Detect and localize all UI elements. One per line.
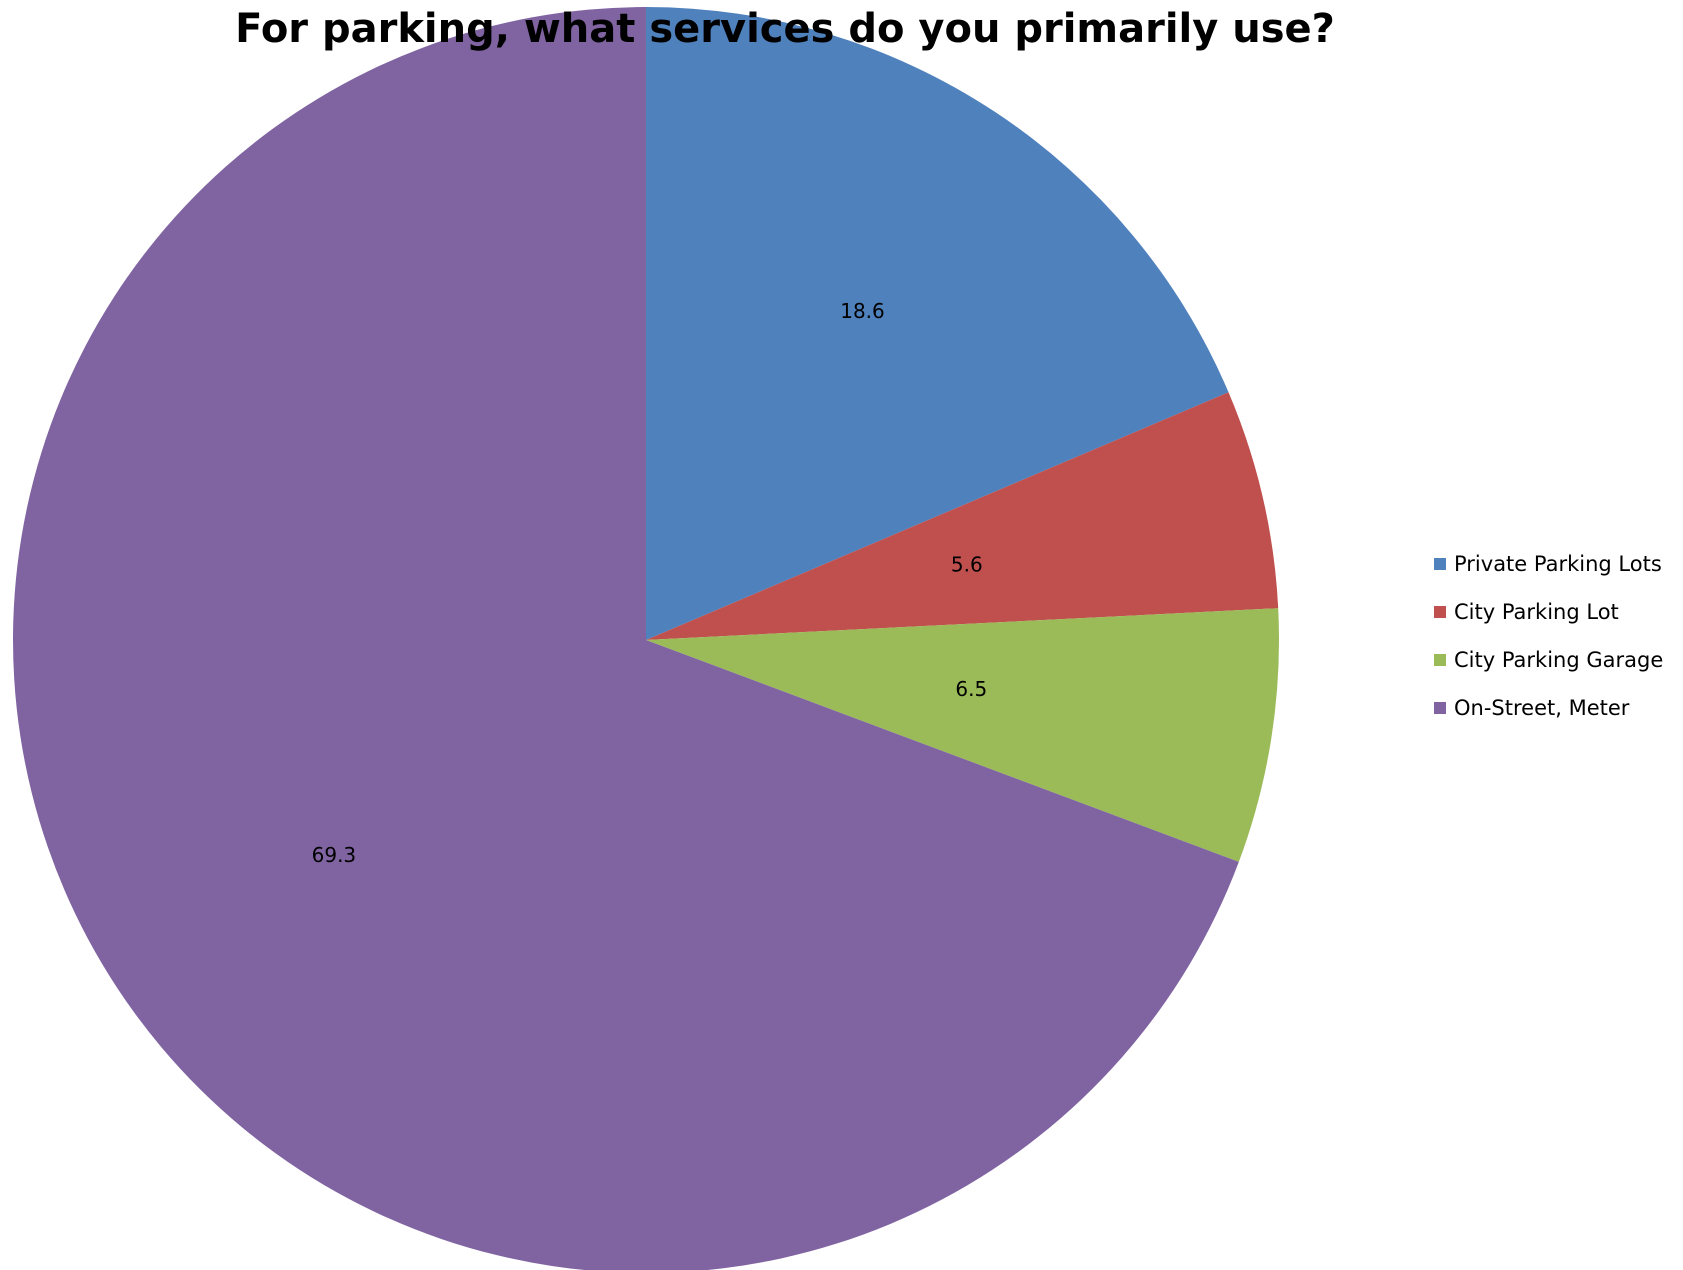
- legend-swatch: [1434, 558, 1446, 570]
- pie-slice-private-parking-lots: [646, 7, 1229, 640]
- legend-item-on-street-meter: On-Street, Meter: [1434, 696, 1663, 720]
- legend-swatch: [1434, 702, 1446, 714]
- data-label-on-street-meter: 69.3: [312, 843, 357, 867]
- chart-title: For parking, what services do you primar…: [235, 6, 1335, 52]
- pie-slices: [13, 7, 1279, 1270]
- legend: Private Parking Lots City Parking Lot Ci…: [1434, 552, 1663, 744]
- pie-slice-city-parking-garage: [646, 608, 1279, 862]
- legend-swatch: [1434, 606, 1446, 618]
- legend-item-city-parking-garage: City Parking Garage: [1434, 648, 1663, 672]
- pie-slice-on-street-meter: [13, 7, 1239, 1270]
- data-label-city-parking-garage: 6.5: [955, 677, 987, 701]
- legend-label: City Parking Lot: [1454, 600, 1619, 624]
- data-label-city-parking-lot: 5.6: [951, 553, 983, 577]
- pie-slice-city-parking-lot: [646, 392, 1279, 640]
- legend-label: City Parking Garage: [1454, 648, 1664, 672]
- legend-item-private-parking-lots: Private Parking Lots: [1434, 552, 1663, 576]
- pie-data-labels: 18.6 5.6 6.5 69.3: [312, 299, 988, 867]
- legend-label: On-Street, Meter: [1454, 696, 1630, 720]
- legend-swatch: [1434, 654, 1446, 666]
- data-label-private-parking-lots: 18.6: [840, 299, 885, 323]
- legend-label: Private Parking Lots: [1454, 552, 1662, 576]
- legend-item-city-parking-lot: City Parking Lot: [1434, 600, 1663, 624]
